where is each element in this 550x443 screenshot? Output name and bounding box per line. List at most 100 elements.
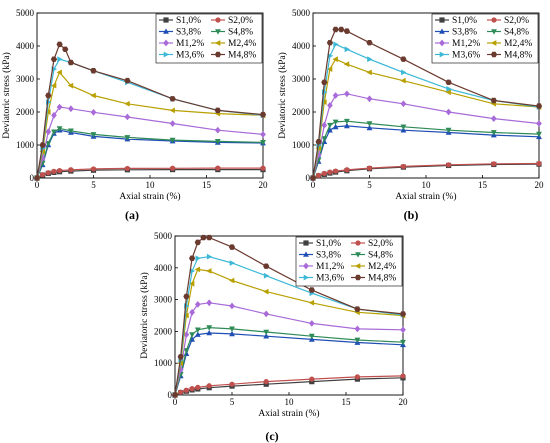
legend-label: S4,8% — [228, 28, 253, 38]
data-point — [263, 329, 270, 336]
data-point — [189, 332, 195, 338]
data-point — [206, 268, 212, 274]
legend-label: S2,0% — [368, 239, 393, 249]
y-tick-label: 4000 — [16, 41, 35, 51]
data-point — [366, 69, 372, 76]
data-point — [229, 260, 236, 266]
legend-label: S2,0% — [228, 16, 253, 26]
data-point — [51, 129, 57, 135]
data-point — [333, 41, 339, 48]
legend-label: M3,6% — [176, 51, 204, 61]
data-point — [327, 127, 333, 133]
data-point — [446, 86, 452, 92]
data-point — [327, 169, 333, 175]
data-point — [332, 123, 339, 130]
data-point — [263, 310, 270, 318]
series-line — [312, 58, 540, 179]
series-line — [312, 28, 540, 179]
data-point — [229, 302, 235, 310]
data-point — [124, 77, 131, 84]
panel-label-a: (a) — [125, 208, 139, 222]
data-point — [169, 96, 176, 102]
series-M3,6% — [34, 56, 267, 181]
data-point — [332, 56, 338, 63]
data-point — [50, 82, 57, 89]
data-point — [315, 139, 322, 145]
legend-marker — [303, 274, 310, 281]
data-point — [33, 175, 41, 181]
panel-label-b: (b) — [404, 208, 419, 222]
data-point — [195, 384, 201, 390]
data-point — [194, 239, 201, 246]
data-point — [56, 41, 63, 48]
legend-marker — [163, 51, 170, 58]
y-axis-label: Deviatoric stress (kPa) — [1, 52, 12, 139]
data-point — [189, 268, 196, 274]
data-point — [338, 26, 345, 33]
series-M4,8% — [33, 41, 267, 181]
legend-marker — [303, 251, 309, 257]
legend-marker — [303, 240, 309, 246]
y-tick-label: 0 — [30, 173, 35, 183]
data-point — [194, 266, 201, 273]
legend-marker — [439, 17, 445, 23]
legend-label: M1,2% — [316, 262, 344, 272]
legend-label: M1,2% — [452, 39, 480, 49]
legend-box — [431, 13, 539, 64]
data-point — [354, 374, 360, 380]
data-point — [344, 90, 350, 98]
data-point — [183, 293, 190, 300]
series-line — [36, 58, 264, 179]
series-S4,8% — [310, 118, 542, 182]
data-point — [308, 287, 315, 293]
legend-label: S2,0% — [504, 16, 529, 26]
x-axis-label: Axial strain (%) — [119, 191, 180, 202]
data-point — [90, 109, 97, 116]
data-point — [177, 354, 184, 360]
data-point — [206, 253, 213, 260]
data-point — [308, 299, 315, 306]
data-point — [57, 167, 63, 174]
data-point — [354, 337, 361, 344]
data-point — [321, 121, 328, 129]
legend: S1,0% S2,0% S3,8% S4,8% M1,2% M2,4% M3,6% M4,8% — [295, 236, 403, 287]
y-tick-label: 4000 — [292, 41, 311, 51]
data-point — [214, 107, 221, 114]
series-M4,8% — [171, 234, 407, 398]
data-point — [263, 263, 270, 269]
legend-label: S3,8% — [316, 251, 341, 261]
legend: S1,0% S2,0% S3,8% S4,8% M1,2% M2,4% M3,6% M4,8% — [431, 13, 539, 64]
data-point — [56, 69, 62, 76]
data-point — [169, 107, 175, 114]
data-point — [124, 113, 131, 121]
series-M4,8% — [309, 26, 543, 181]
y-tick-label: 3000 — [16, 74, 35, 84]
data-point — [194, 331, 201, 337]
y-tick-label: 5000 — [154, 231, 173, 241]
data-point — [321, 79, 328, 85]
legend-label: M2,4% — [368, 262, 396, 272]
data-point — [400, 163, 406, 170]
y-axis-label: Deviatoric stress (kPa) — [277, 52, 288, 139]
chart-panel-c: 0 5 10 15 20 0 1000 2000 3000 4000 5000 Axial strai… — [139, 231, 408, 419]
data-point — [170, 165, 176, 171]
data-point — [321, 136, 328, 142]
data-point — [399, 311, 407, 317]
data-point — [228, 277, 235, 284]
legend-marker — [490, 40, 497, 46]
legend-marker — [163, 39, 169, 47]
data-point — [344, 46, 350, 53]
data-point — [90, 68, 97, 74]
y-tick-label: 0 — [306, 173, 311, 183]
data-point — [51, 168, 57, 174]
legend-label: M3,6% — [452, 51, 480, 61]
data-point — [490, 97, 497, 104]
data-point — [178, 389, 184, 395]
data-point — [206, 383, 212, 389]
data-point — [309, 376, 315, 382]
data-point — [400, 339, 406, 346]
data-point — [189, 255, 196, 261]
data-point — [263, 379, 269, 385]
data-point — [400, 77, 406, 84]
data-point — [445, 108, 452, 116]
